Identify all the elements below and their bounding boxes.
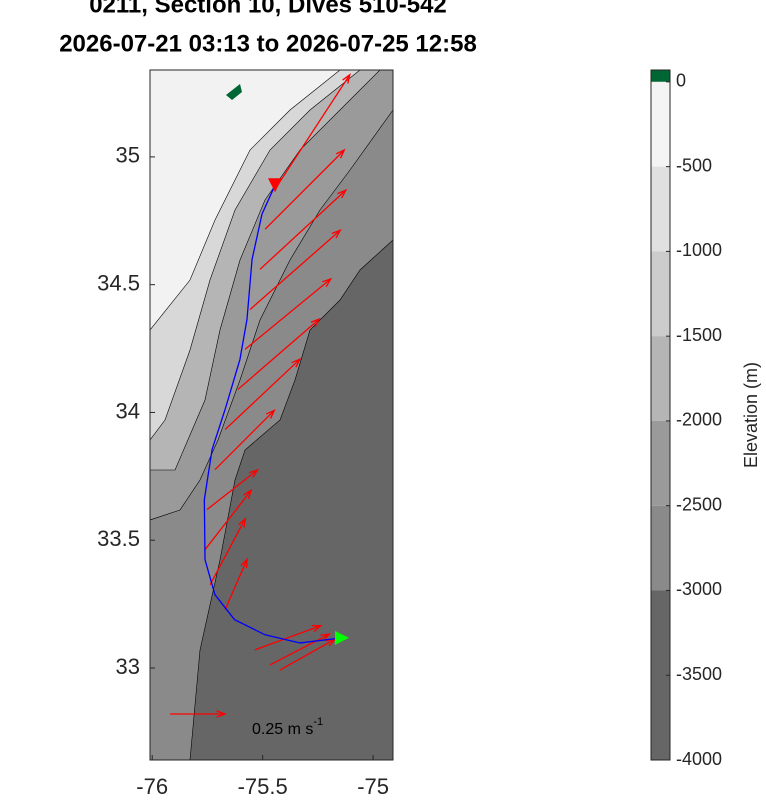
colorbar-band [651,81,670,167]
colorbar-tick-label: -1500 [676,325,722,345]
track-start [268,178,283,193]
axes-layer: -76 -75.5 -75 33 33.5 34 34.5 35 0 -500 -1000 -1500… [97,69,722,799]
current-arrow [204,488,253,551]
current-arrow [244,277,333,350]
depth-band [150,70,341,331]
y-tick-label: 33 [116,654,140,679]
colorbar-band [651,505,670,591]
colorbar-tick-label: -1000 [676,240,722,260]
current-arrow [269,633,332,666]
glider-track [203,184,343,644]
colorbar-tick-label: -3500 [676,664,722,684]
scale-text: 0.25 m s [252,721,313,738]
current-arrow [254,625,323,651]
track-end [334,630,349,645]
colorbar-tick-label: -2500 [676,494,722,514]
x-tick-label: -75 [357,774,389,799]
y-tick-label: 35 [116,143,140,168]
y-tick-label: 34 [116,398,140,423]
current-arrow [224,557,248,610]
current-arrow [274,73,351,190]
colorbar-band [651,251,670,337]
current-arrow [259,188,348,270]
colorbar-band [651,336,670,421]
current-arrow [249,229,342,310]
x-tick-label: -75.5 [238,774,288,799]
colorbar-tick-label: -500 [676,155,712,175]
land [226,84,242,100]
colorbar-band [651,590,670,760]
plot-layer [203,73,351,671]
current-arrow [214,408,276,471]
title: 0211, Section 10, Dives 510-542 [89,0,447,18]
colorbar-band [651,166,670,252]
scale-exponent: -1 [313,716,323,728]
current-arrow [209,517,247,585]
x-tick-label: -76 [136,774,168,799]
colorbar-frame [650,69,671,761]
colorbar-tick-label: -2000 [676,410,722,430]
colorbar-band [651,70,670,82]
current-arrow [264,148,346,230]
y-tick-label: 34.5 [97,270,140,295]
colorbar-label: Elevation (m) [741,362,761,468]
current-arrow [206,468,260,511]
y-tick-label: 33.5 [97,526,140,551]
colorbar-tick-label: 0 [676,71,686,91]
reference-arrow [170,710,227,718]
colorbar-tick-label: -4000 [676,749,722,769]
current-arrow [237,317,321,390]
current-arrow [224,357,302,431]
colorbar-tick-label: -3000 [676,579,722,599]
subtitle: 2026-07-21 03:13 to 2026-07-25 12:58 [59,30,477,57]
colorbar-band [651,420,670,506]
axes-frame [149,69,394,761]
scale-label: 0.25 m s-1 [252,716,323,738]
